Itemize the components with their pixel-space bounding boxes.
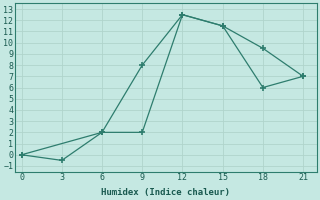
X-axis label: Humidex (Indice chaleur): Humidex (Indice chaleur) [101,188,230,197]
